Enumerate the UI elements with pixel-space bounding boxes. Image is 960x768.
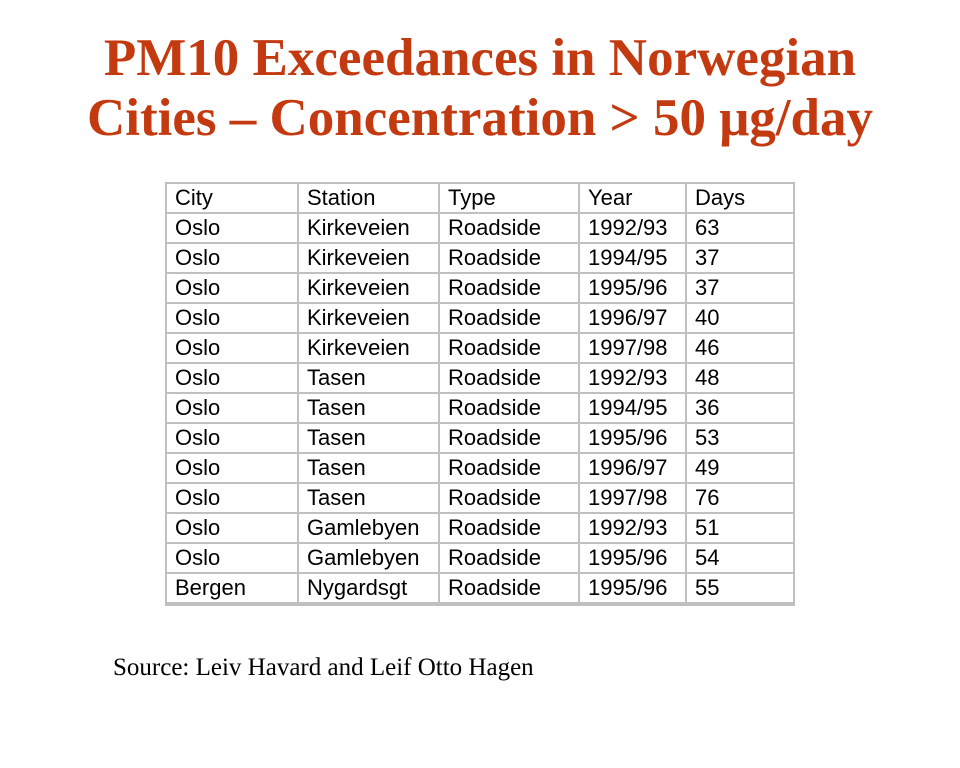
table-cell-year: 1995/96 [578, 272, 687, 304]
table-cell-station: Kirkeveien [297, 242, 440, 274]
table-cell-station: Kirkeveien [297, 332, 440, 364]
table-cell-city: Oslo [165, 302, 299, 334]
table-row: Bergen Nygardsgt Roadside 1995/96 55 [165, 572, 795, 605]
title-line-2: Cities – Concentration > 50 μg/day [86, 89, 874, 147]
table-cell-type: Roadside [438, 332, 580, 364]
table-cell-type: Roadside [438, 392, 580, 424]
table-cell-type: Roadside [438, 422, 580, 454]
table-cell-days: 49 [685, 452, 795, 484]
table-cell-days: 40 [685, 302, 795, 334]
title-line-1: PM10 Exceedances in Norwegian [103, 29, 857, 87]
table-cell-city: Bergen [165, 572, 299, 605]
table-cell-year: 1992/93 [578, 212, 687, 244]
column-header-days: Days [685, 182, 795, 214]
table-row: Oslo Gamlebyen Roadside 1995/96 54 [165, 542, 795, 574]
column-header-city: City [165, 182, 299, 214]
column-header-year: Year [578, 182, 687, 214]
pm10-exceedances-table: City Station Type Year Days Oslo Kirkevei… [165, 182, 795, 606]
table-cell-days: 37 [685, 242, 795, 274]
table-cell-days: 48 [685, 362, 795, 394]
table-row: Oslo Kirkeveien Roadside 1996/97 40 [165, 302, 795, 334]
table-row: Oslo Tasen Roadside 1997/98 76 [165, 482, 795, 514]
table-cell-days: 37 [685, 272, 795, 304]
table-row: Oslo Kirkeveien Roadside 1992/93 63 [165, 212, 795, 244]
table-cell-city: Oslo [165, 242, 299, 274]
table-cell-type: Roadside [438, 542, 580, 574]
table-row: Oslo Gamlebyen Roadside 1992/93 51 [165, 512, 795, 544]
table-cell-city: Oslo [165, 482, 299, 514]
table-cell-year: 1995/96 [578, 422, 687, 454]
table-cell-city: Oslo [165, 212, 299, 244]
table-cell-station: Tasen [297, 482, 440, 514]
table-cell-year: 1996/97 [578, 452, 687, 484]
table-cell-days: 46 [685, 332, 795, 364]
table-cell-city: Oslo [165, 362, 299, 394]
table-cell-year: 1997/98 [578, 482, 687, 514]
table-cell-station: Tasen [297, 392, 440, 424]
table-row: Oslo Tasen Roadside 1995/96 53 [165, 422, 795, 454]
table-cell-station: Kirkeveien [297, 272, 440, 304]
table-cell-year: 1992/93 [578, 512, 687, 544]
table-cell-year: 1997/98 [578, 332, 687, 364]
table-cell-city: Oslo [165, 542, 299, 574]
table-cell-city: Oslo [165, 452, 299, 484]
table-cell-year: 1992/93 [578, 362, 687, 394]
table-cell-station: Nygardsgt [297, 572, 440, 605]
table-cell-type: Roadside [438, 272, 580, 304]
table-cell-type: Roadside [438, 482, 580, 514]
column-header-type: Type [438, 182, 580, 214]
table-cell-station: Gamlebyen [297, 512, 440, 544]
table-cell-city: Oslo [165, 332, 299, 364]
table-cell-year: 1995/96 [578, 542, 687, 574]
table-cell-year: 1996/97 [578, 302, 687, 334]
table-cell-station: Tasen [297, 422, 440, 454]
table-cell-station: Tasen [297, 452, 440, 484]
table-cell-year: 1994/95 [578, 392, 687, 424]
table-row: Oslo Tasen Roadside 1992/93 48 [165, 362, 795, 394]
table-cell-city: Oslo [165, 272, 299, 304]
table-cell-year: 1995/96 [578, 572, 687, 605]
table-cell-days: 51 [685, 512, 795, 544]
table-cell-type: Roadside [438, 242, 580, 274]
table-cell-type: Roadside [438, 212, 580, 244]
table-cell-days: 76 [685, 482, 795, 514]
table-row: Oslo Tasen Roadside 1996/97 49 [165, 452, 795, 484]
table-cell-days: 54 [685, 542, 795, 574]
table-row: Oslo Tasen Roadside 1994/95 36 [165, 392, 795, 424]
table-cell-type: Roadside [438, 362, 580, 394]
table-cell-station: Tasen [297, 362, 440, 394]
table-cell-type: Roadside [438, 452, 580, 484]
table-row: Oslo Kirkeveien Roadside 1995/96 37 [165, 272, 795, 304]
column-header-station: Station [297, 182, 440, 214]
table-header-row: City Station Type Year Days [165, 182, 795, 214]
table-cell-city: Oslo [165, 512, 299, 544]
slide-title: PM10 Exceedances in Norwegian Cities – C… [0, 28, 960, 148]
table-cell-days: 55 [685, 572, 795, 605]
table-cell-days: 36 [685, 392, 795, 424]
table-row: Oslo Kirkeveien Roadside 1994/95 37 [165, 242, 795, 274]
table-cell-station: Kirkeveien [297, 212, 440, 244]
table-cell-year: 1994/95 [578, 242, 687, 274]
table-cell-days: 53 [685, 422, 795, 454]
table-cell-type: Roadside [438, 572, 580, 605]
source-note: Source: Leiv Havard and Leif Otto Hagen [113, 654, 534, 681]
table-cell-days: 63 [685, 212, 795, 244]
table-cell-type: Roadside [438, 302, 580, 334]
table-row: Oslo Kirkeveien Roadside 1997/98 46 [165, 332, 795, 364]
table-cell-city: Oslo [165, 422, 299, 454]
table-cell-city: Oslo [165, 392, 299, 424]
table-cell-type: Roadside [438, 512, 580, 544]
table-cell-station: Gamlebyen [297, 542, 440, 574]
table-cell-station: Kirkeveien [297, 302, 440, 334]
